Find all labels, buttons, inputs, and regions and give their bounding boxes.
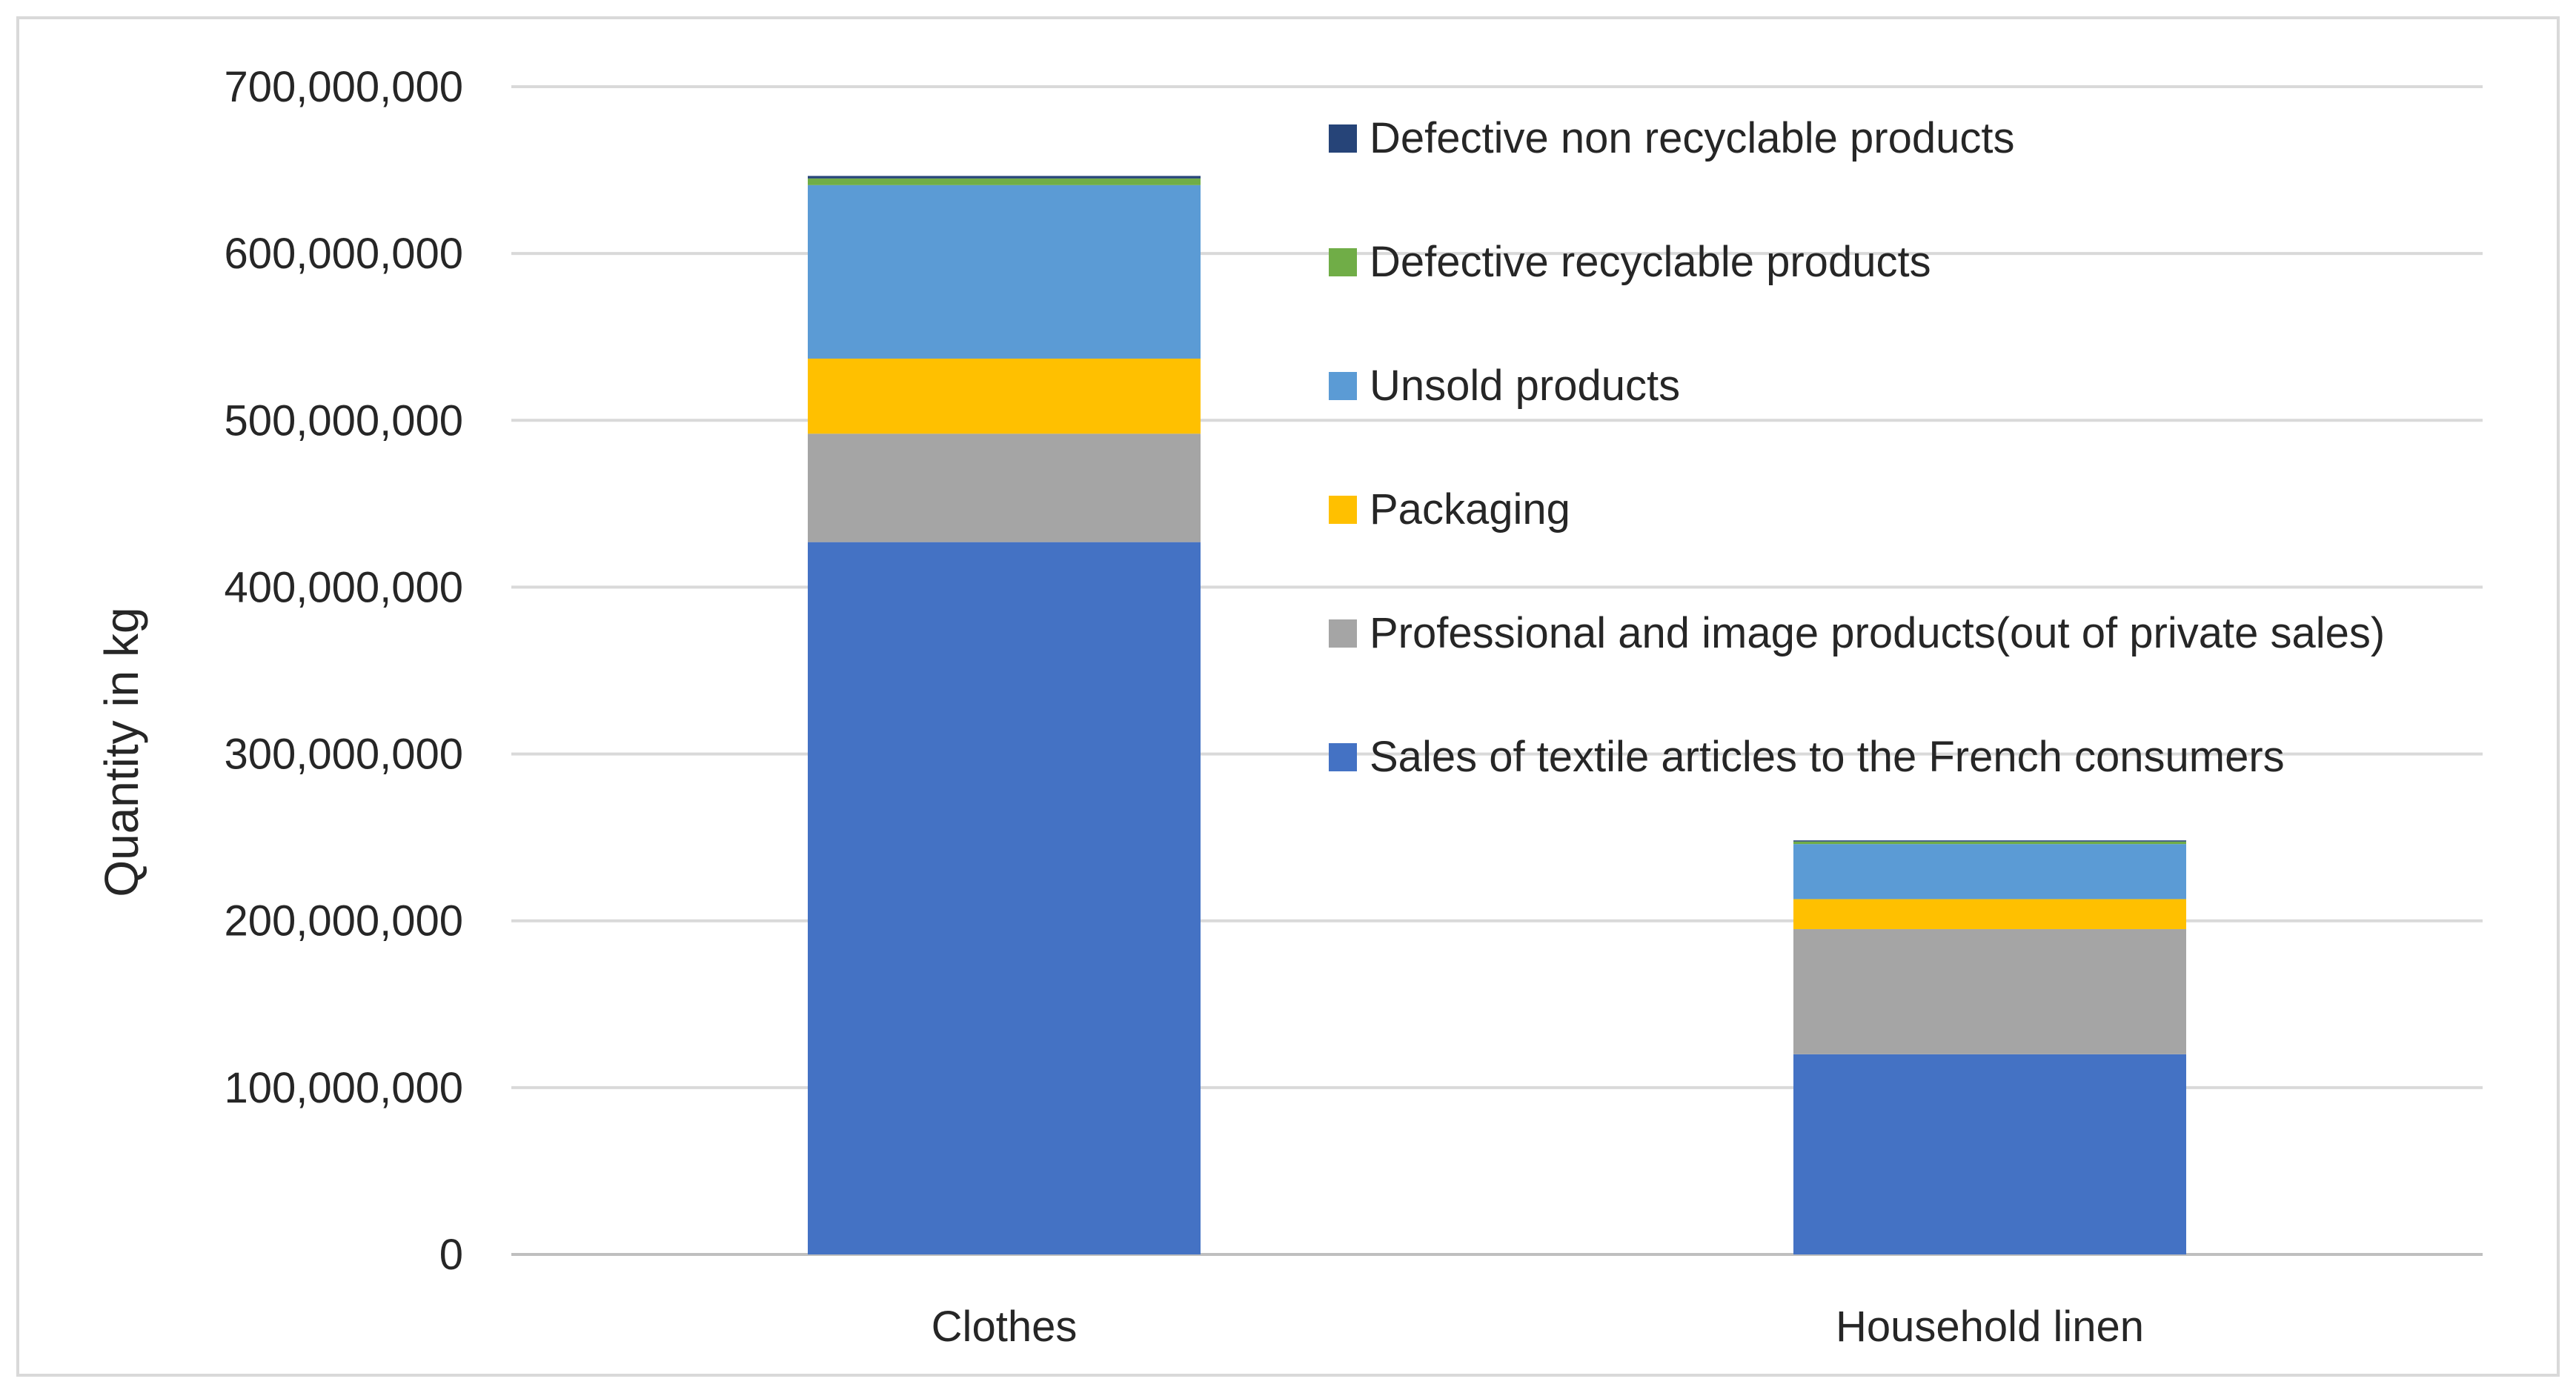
bar-segment: [808, 178, 1201, 185]
legend: Defective non recyclable products Defecti…: [1329, 114, 2385, 781]
bar-segment: [1793, 841, 2186, 845]
legend-swatch: [1329, 248, 1357, 276]
x-axis-categories: Clothes Household linen: [932, 1303, 2144, 1351]
x-category-label: Household linen: [1836, 1303, 2144, 1351]
y-tick-label: 200,000,000: [224, 897, 463, 945]
y-tick-label: 100,000,000: [224, 1064, 463, 1112]
legend-label: Defective recyclable products: [1370, 238, 1931, 286]
y-axis-title: Quantity in kg: [95, 607, 148, 897]
legend-swatch: [1329, 124, 1357, 153]
y-tick-label: 400,000,000: [224, 563, 463, 611]
bar-segment: [808, 184, 1201, 359]
bar-segment: [808, 176, 1201, 179]
legend-label: Professional and image products(out of p…: [1370, 609, 2385, 657]
bar-segment: [808, 358, 1201, 434]
y-tick-label: 0: [439, 1231, 463, 1279]
bar-segment: [808, 433, 1201, 542]
bar-segment: [1793, 928, 2186, 1054]
x-category-label: Clothes: [932, 1303, 1078, 1351]
bar-segment: [1793, 899, 2186, 929]
bars: [808, 176, 2186, 1254]
y-axis-ticks: 0 100,000,000 200,000,000 300,000,000 400,00…: [224, 63, 463, 1279]
y-tick-label: 500,000,000: [224, 396, 463, 445]
legend-swatch: [1329, 372, 1357, 400]
bar-segment: [1793, 1054, 2186, 1254]
legend-label: Defective non recyclable products: [1370, 114, 2014, 162]
bar-segment: [1793, 844, 2186, 900]
legend-label: Sales of textile articles to the French …: [1370, 733, 2285, 781]
legend-label: Unsold products: [1370, 362, 1680, 410]
legend-swatch: [1329, 496, 1357, 524]
legend-swatch: [1329, 743, 1357, 771]
y-tick-label: 300,000,000: [224, 731, 463, 779]
y-tick-label: 600,000,000: [224, 230, 463, 278]
legend-label: Packaging: [1370, 485, 1570, 533]
legend-swatch: [1329, 619, 1357, 648]
y-tick-label: 700,000,000: [224, 63, 463, 111]
bar-segment: [808, 542, 1201, 1254]
bar-segment: [1793, 840, 2186, 842]
